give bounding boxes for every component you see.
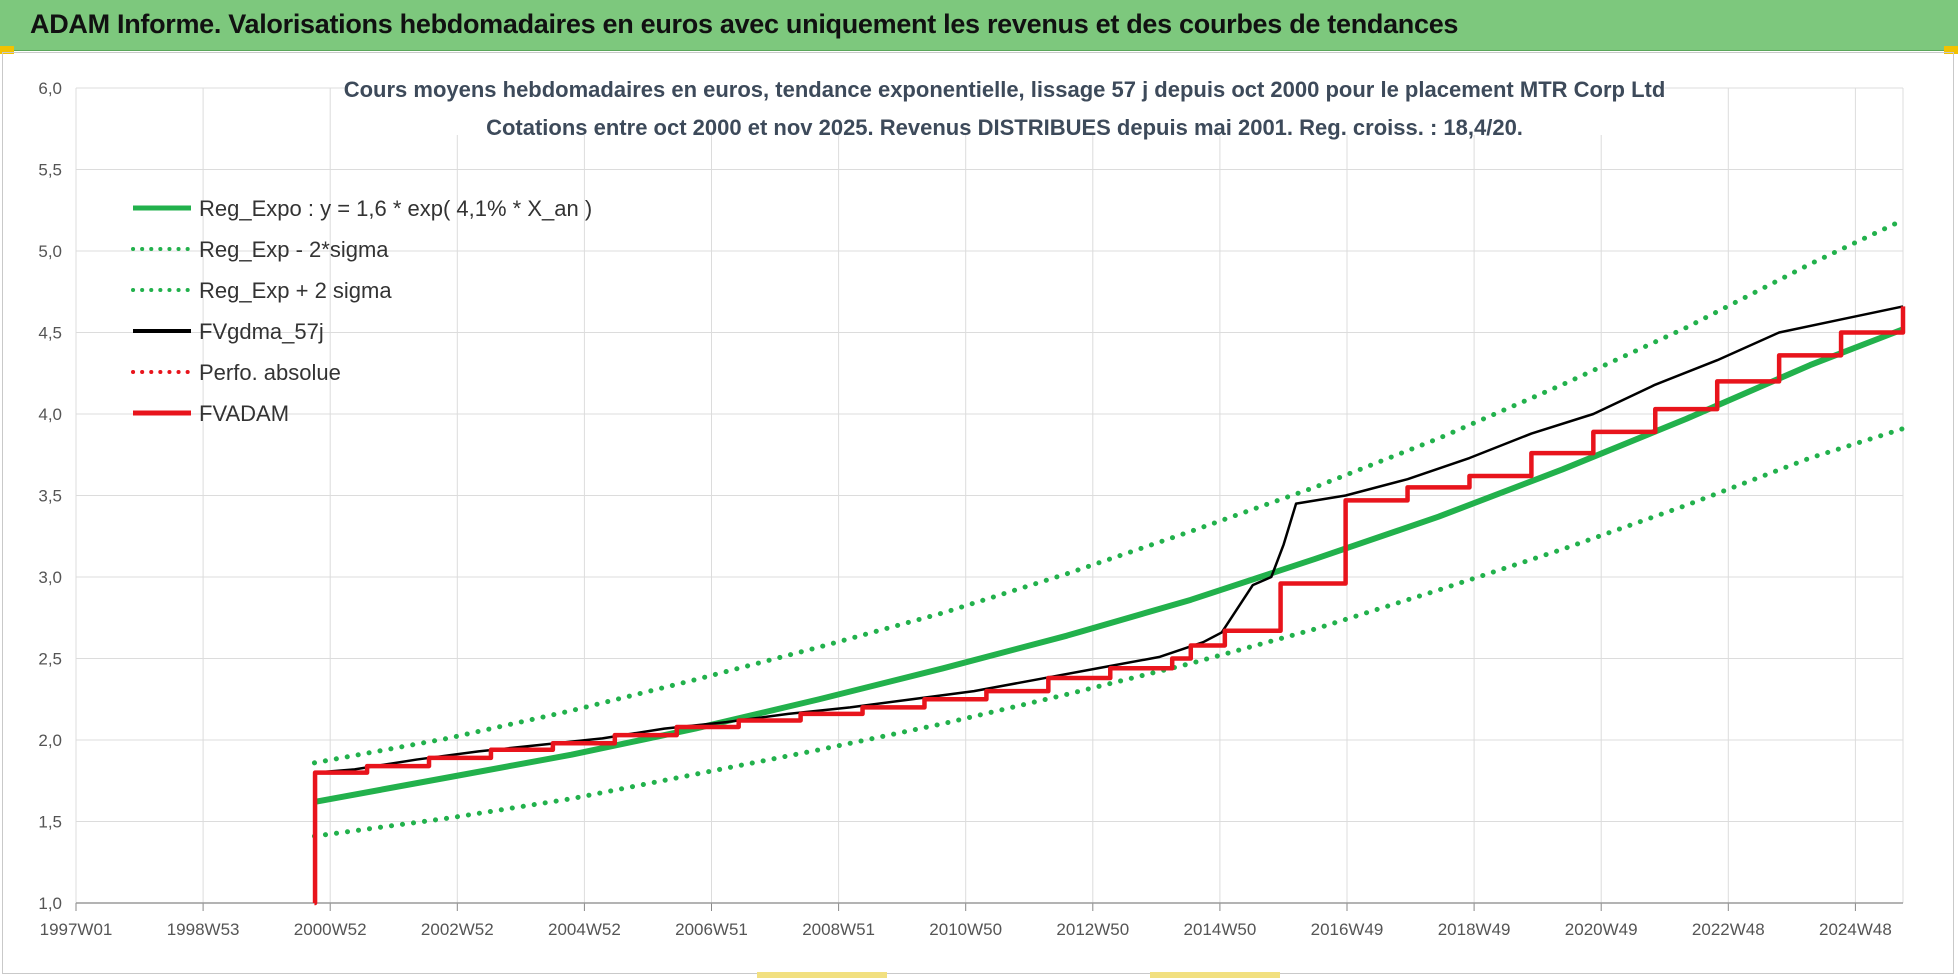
legend-label: FVgdma_57j bbox=[199, 319, 324, 344]
x-tick-label: 2000W52 bbox=[294, 920, 367, 939]
y-tick-label: 4,5 bbox=[38, 324, 62, 343]
legend-label: Perfo. absolue bbox=[199, 360, 341, 385]
x-tick-label: 2006W51 bbox=[675, 920, 748, 939]
legend-label: Reg_Exp - 2*sigma bbox=[199, 237, 389, 262]
report-title: ADAM Informe. Valorisations hebdomadaire… bbox=[30, 9, 1459, 39]
series-line-5 bbox=[312, 306, 1906, 906]
x-tick-label: 2004W52 bbox=[548, 920, 621, 939]
corner-accent-right bbox=[1944, 46, 1958, 54]
chart-title-line: Cours moyens hebdomadaires en euros, ten… bbox=[344, 77, 1666, 102]
legend-label: Reg_Expo : y = 1,6 * exp( 4,1% * X_an ) bbox=[199, 196, 592, 221]
series-line-0 bbox=[313, 326, 1905, 805]
series-group bbox=[311, 217, 1906, 906]
chart-title-group: Cours moyens hebdomadaires en euros, ten… bbox=[344, 61, 1666, 140]
chart-title-background bbox=[344, 61, 1665, 135]
x-tick-label: 2022W48 bbox=[1692, 920, 1765, 939]
y-tick-label: 5,0 bbox=[38, 242, 62, 261]
y-tick-label: 3,5 bbox=[38, 487, 62, 506]
series-line-3 bbox=[313, 305, 1904, 904]
chart-frame: 1,0 1,5 2,0 2,5 3,0 3,5 4,0 4,5 5,0 5,5 6,0 1997W01… bbox=[2, 52, 1954, 974]
y-tick-label: 2,5 bbox=[38, 650, 62, 669]
axes: 1,0 1,5 2,0 2,5 3,0 3,5 4,0 4,5 5,0 5,5 6,0 1997W01… bbox=[38, 79, 1903, 939]
report-header: ADAM Informe. Valorisations hebdomadaire… bbox=[0, 0, 1958, 51]
x-tick-label: 2016W49 bbox=[1311, 920, 1384, 939]
x-tick-label: 2012W50 bbox=[1056, 920, 1129, 939]
y-tick-label: 1,5 bbox=[38, 813, 62, 832]
x-tick-label: 2020W49 bbox=[1565, 920, 1638, 939]
y-tick-label: 4,0 bbox=[38, 405, 62, 424]
corner-accent-left bbox=[0, 46, 14, 54]
y-tick-label: 5,5 bbox=[38, 161, 62, 180]
x-tick-label: 2010W50 bbox=[929, 920, 1002, 939]
series-line-2 bbox=[311, 217, 1906, 766]
y-tick-label: 2,0 bbox=[38, 731, 62, 750]
bottom-accent-2 bbox=[1150, 972, 1280, 978]
legend-label: Reg_Exp + 2 sigma bbox=[199, 278, 392, 303]
x-tick-label: 2024W48 bbox=[1819, 920, 1892, 939]
x-tick-label: 2008W51 bbox=[802, 920, 875, 939]
x-tick-label: 2002W52 bbox=[421, 920, 494, 939]
bottom-accent-1 bbox=[757, 972, 887, 978]
legend: Reg_Expo : y = 1,6 * exp( 4,1% * X_an ) R… bbox=[131, 196, 592, 426]
chart-title-line: Cotations entre oct 2000 et nov 2025. Re… bbox=[486, 115, 1523, 140]
y-tick-label: 6,0 bbox=[38, 79, 62, 98]
x-tick-label: 2018W49 bbox=[1438, 920, 1511, 939]
series-line-1 bbox=[311, 426, 1906, 839]
x-tick-label: 1998W53 bbox=[167, 920, 240, 939]
x-tick-label: 1997W01 bbox=[40, 920, 113, 939]
y-tick-label: 3,0 bbox=[38, 568, 62, 587]
x-tick-label: 2014W50 bbox=[1184, 920, 1257, 939]
legend-label: FVADAM bbox=[199, 401, 289, 426]
line-chart: 1,0 1,5 2,0 2,5 3,0 3,5 4,0 4,5 5,0 5,5 6,0 1997W01… bbox=[38, 61, 1906, 939]
y-tick-label: 1,0 bbox=[38, 894, 62, 913]
